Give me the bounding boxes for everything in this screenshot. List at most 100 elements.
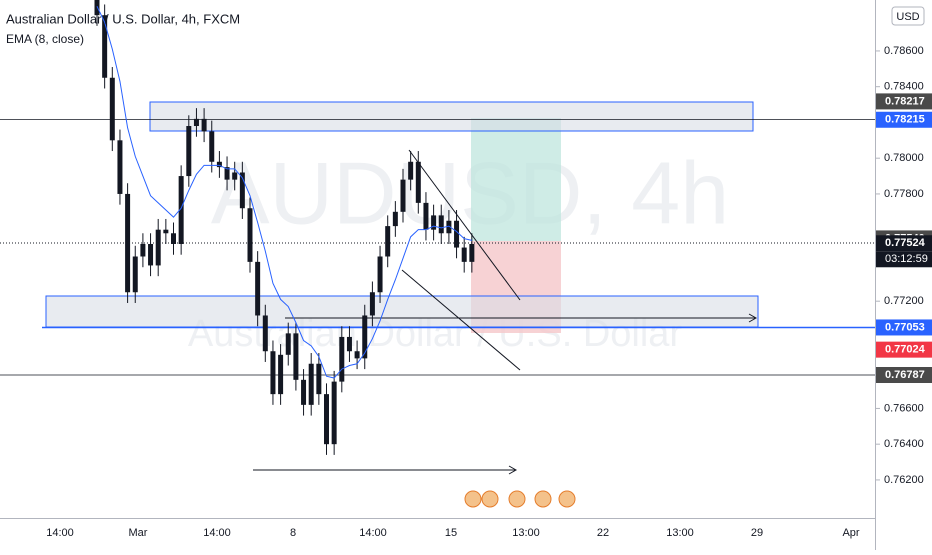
x-tick-label: Apr	[842, 527, 859, 539]
candle-body	[155, 229, 161, 266]
price-label-bg	[876, 235, 932, 252]
candle-body	[438, 215, 444, 234]
price-label: 0.78217	[885, 95, 925, 107]
candle-body	[109, 77, 115, 141]
candle-body	[354, 351, 360, 359]
price-label: 0.78215	[885, 114, 925, 126]
candle-body	[186, 126, 192, 177]
candle-body	[339, 336, 345, 382]
x-tick-label: 14:00	[203, 527, 231, 539]
indicator-label: EMA (8, close)	[6, 32, 84, 46]
currency-button[interactable]	[891, 6, 925, 26]
candle-body	[308, 363, 314, 405]
candle-body	[316, 363, 322, 395]
arrow-head	[748, 313, 758, 323]
candle-body	[423, 202, 429, 230]
candle-body	[270, 351, 276, 395]
price-label: 0.77524	[885, 237, 926, 249]
price-label-bg	[876, 341, 932, 358]
candle-body	[132, 256, 138, 293]
candle-body	[461, 247, 467, 262]
resistance-zone	[149, 101, 754, 132]
candle-body	[262, 315, 268, 352]
x-tick-label: Mar	[129, 527, 148, 539]
candle-body	[171, 233, 176, 244]
candle-body	[216, 161, 222, 168]
candle-body	[392, 211, 398, 227]
x-tick-label: 8	[290, 527, 296, 539]
candle-body	[293, 333, 299, 380]
price-label: 0.77053	[885, 321, 925, 333]
currency-label[interactable]: USD	[896, 11, 919, 23]
candle-body	[178, 176, 184, 244]
countdown: 03:12:59	[885, 253, 928, 265]
x-tick-label: 14:00	[359, 527, 387, 539]
x-tick-label: 22	[597, 527, 609, 539]
symbol-title: Australian Dollar / U.S. Dollar, 4h, FXC…	[6, 11, 240, 26]
y-tick-label: 0.77200	[884, 295, 924, 307]
candle-body	[446, 220, 452, 234]
candle-body	[454, 220, 460, 248]
trend-line	[408, 149, 521, 301]
candle-body	[201, 118, 207, 132]
candle-body	[301, 379, 307, 405]
plot	[94, 0, 475, 455]
trend-line	[401, 269, 521, 371]
price-label: 0.76787	[885, 369, 925, 381]
arrow-head	[508, 465, 518, 475]
candle-body	[324, 394, 329, 445]
countdown-bg	[876, 251, 932, 268]
candle-body	[247, 208, 253, 262]
candle-body	[209, 131, 215, 162]
profit-zone	[471, 118, 561, 241]
price-label-bg	[876, 93, 932, 110]
support-zone	[45, 295, 759, 328]
x-tick-label: 29	[751, 527, 763, 539]
candle-body	[255, 261, 261, 316]
candle-body	[377, 256, 383, 293]
candle-body	[148, 243, 154, 266]
candle-body	[431, 215, 437, 230]
candle-body	[102, 15, 108, 78]
ema-line	[96, 6, 472, 379]
y-tick-label: 0.78000	[884, 152, 924, 164]
candle-body	[163, 229, 169, 234]
watermark: AUDUSD, 4h	[211, 143, 729, 242]
candle-body	[385, 226, 391, 257]
candle-body	[400, 179, 406, 212]
y-tick-label: 0.78400	[884, 81, 924, 93]
candle-body	[224, 167, 230, 180]
price-label-bg	[876, 367, 932, 384]
candle-body	[331, 381, 337, 445]
y-tick-label: 0.76200	[884, 474, 924, 486]
y-tick-label: 0.77800	[884, 188, 924, 200]
event-icons	[464, 490, 576, 508]
y-tick-label: 0.76600	[884, 402, 924, 414]
price-label: 0.77024	[885, 344, 926, 356]
candle-body	[232, 172, 238, 180]
candle-body	[117, 140, 123, 194]
candle-body	[346, 336, 352, 352]
candle-body	[193, 118, 199, 127]
candle-body	[285, 333, 291, 355]
y-tick-label: 0.78600	[884, 45, 924, 57]
candle-body	[369, 292, 375, 316]
candle-body	[469, 243, 475, 262]
x-tick-label: 13:00	[666, 527, 694, 539]
price-label-bg	[876, 319, 932, 336]
candle-body	[140, 243, 146, 257]
price-label-bg	[876, 111, 932, 128]
x-tick-label: 13:00	[512, 527, 540, 539]
x-tick-label: 14:00	[46, 527, 74, 539]
candle-body	[239, 172, 245, 209]
candle-body	[408, 161, 414, 180]
y-tick-label: 0.76400	[884, 438, 924, 450]
candle-body	[278, 354, 284, 395]
candle-body	[415, 161, 421, 203]
candle-body	[94, 0, 100, 16]
x-tick-label: 15	[445, 527, 457, 539]
candle-body	[125, 193, 131, 293]
